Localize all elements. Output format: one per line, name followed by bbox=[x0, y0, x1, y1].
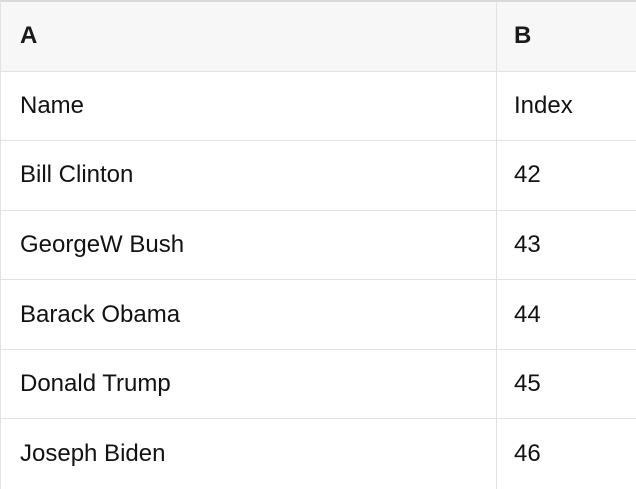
column-header-a[interactable]: A bbox=[1, 2, 497, 71]
table-row: Bill Clinton 42 bbox=[1, 141, 636, 211]
column-header-row: A B bbox=[1, 2, 636, 72]
cell-index[interactable]: 42 bbox=[514, 161, 541, 189]
cell-name-label[interactable]: Name bbox=[1, 71, 497, 141]
cell-name[interactable]: Donald Trump bbox=[1, 349, 497, 419]
cell-index[interactable]: 45 bbox=[514, 370, 541, 398]
table-row: GeorgeW Bush 43 bbox=[1, 210, 636, 281]
cell-name[interactable]: Joseph Biden bbox=[1, 419, 497, 489]
cell-index[interactable]: 46 bbox=[514, 440, 541, 468]
cell-name[interactable]: Barack Obama bbox=[1, 280, 497, 349]
cell-name[interactable]: Bill Clinton bbox=[1, 141, 497, 210]
table-row: Name Index bbox=[1, 71, 636, 142]
table-row: Donald Trump 45 bbox=[1, 349, 636, 420]
cell-index[interactable]: 43 bbox=[514, 230, 541, 258]
column-header-b[interactable]: B bbox=[514, 22, 532, 50]
cell-index[interactable]: 44 bbox=[514, 300, 541, 328]
table-row: Barack Obama 44 bbox=[1, 280, 636, 350]
cell-name[interactable]: GeorgeW Bush bbox=[1, 210, 497, 280]
table-row: Joseph Biden 46 bbox=[1, 419, 636, 489]
cell-index-label[interactable]: Index bbox=[514, 91, 573, 119]
